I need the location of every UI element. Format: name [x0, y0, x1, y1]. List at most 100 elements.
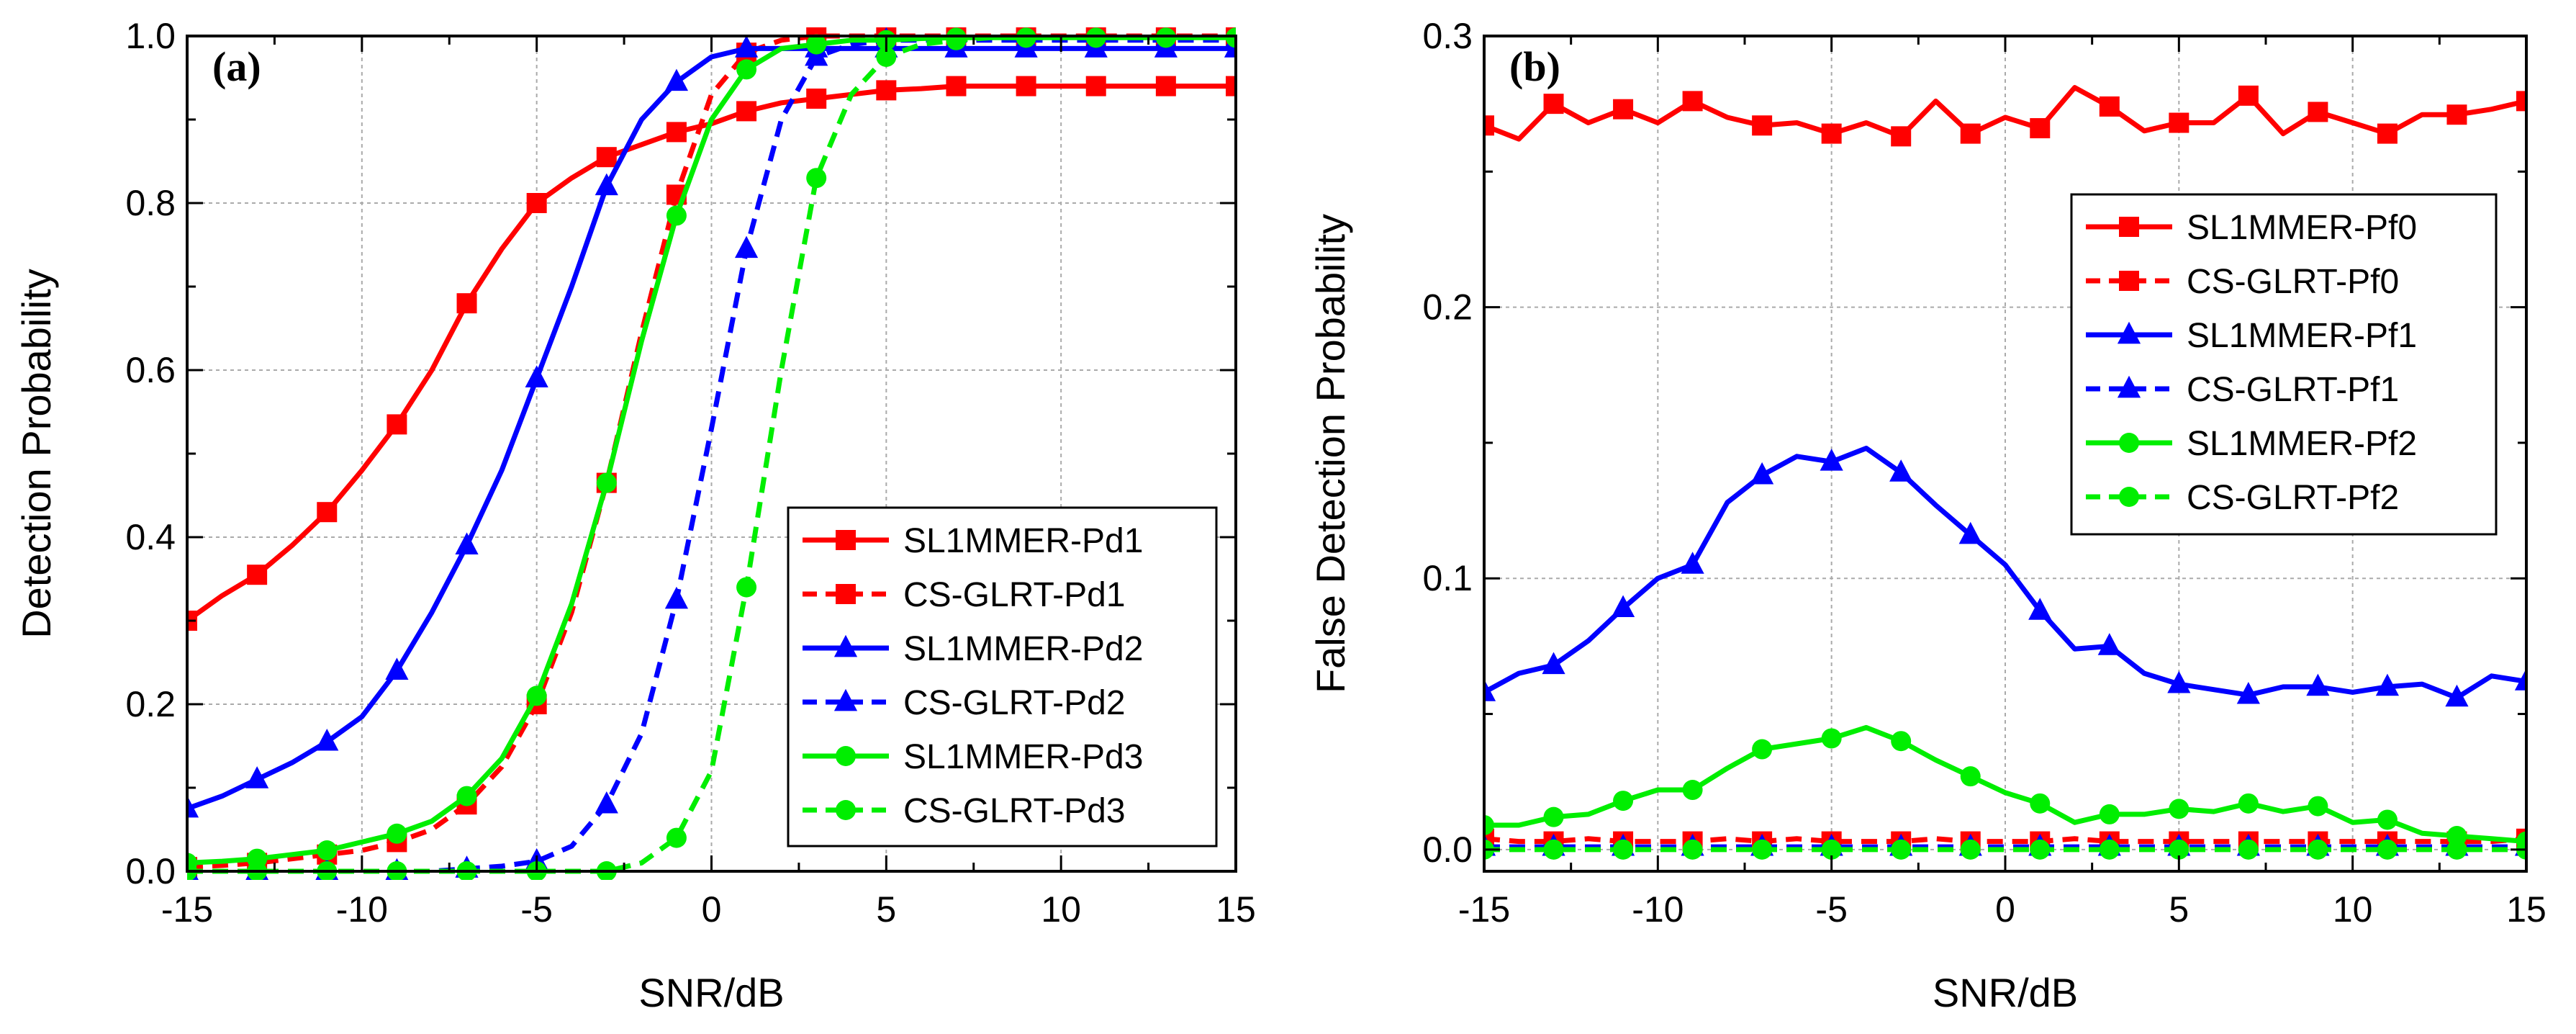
series-line-sl1mmer-pf0	[1484, 85, 2526, 142]
data-point-sl1mmer-pd1	[526, 193, 547, 213]
panel-tag: (a)	[212, 43, 261, 90]
y-tick-label: 0.4	[125, 517, 176, 557]
data-point-sl1mmer-pf2	[2099, 804, 2120, 824]
y-axis-label: False Detection Probability	[1308, 214, 1353, 693]
data-point-sl1mmer-pf0	[2446, 104, 2467, 125]
legend-label: CS-GLRT-Pf0	[2187, 263, 2399, 301]
data-point-sl1mmer-pf2	[2169, 799, 2189, 819]
data-point-cs-glrt-pd3	[806, 168, 827, 189]
legend-marker-sl1mmer-pf2	[2119, 433, 2139, 453]
data-point-sl1mmer-pd3	[666, 205, 687, 226]
data-point-sl1mmer-pf0	[1960, 123, 1981, 144]
data-point-sl1mmer-pf1	[2097, 633, 2121, 655]
data-point-sl1mmer-pd1	[1155, 76, 1176, 96]
data-point-sl1mmer-pf0	[2099, 96, 2120, 117]
data-point-cs-glrt-pf2	[2169, 839, 2189, 860]
panel-a-legend: SL1MMER-Pd1 CS-GLRT-Pd1 SL1MMER-Pd2 CS-GLRT…	[787, 506, 1218, 848]
data-point-sl1mmer-pf2	[2030, 793, 2051, 814]
data-point-sl1mmer-pf1	[1484, 679, 1496, 701]
series-sl1mmer-pf2	[1484, 724, 2526, 852]
data-point-cs-glrt-pf2	[2099, 839, 2120, 860]
legend-marker-cs-glrt-pf0	[2119, 271, 2139, 291]
x-axis-label: SNR/dB	[1933, 970, 2078, 1015]
data-point-sl1mmer-pf0	[2030, 118, 2051, 139]
data-point-sl1mmer-pd1	[247, 565, 268, 585]
data-point-cs-glrt-pd3	[1155, 27, 1176, 48]
legend-label: CS-GLRT-Pd2	[903, 684, 1126, 722]
data-point-sl1mmer-pf1	[2028, 598, 2052, 620]
x-tick-label: 0	[702, 889, 722, 930]
panel-tag: (b)	[1509, 43, 1560, 90]
legend-marker-sl1mmer-pd3	[836, 746, 856, 766]
data-point-sl1mmer-pf1	[1820, 449, 1843, 471]
data-point-sl1mmer-pf1	[1611, 595, 1635, 618]
data-point-sl1mmer-pf2	[2377, 809, 2398, 830]
data-point-sl1mmer-pf1	[1958, 521, 1982, 544]
data-point-sl1mmer-pf2	[1960, 766, 1981, 787]
data-point-cs-glrt-pf2	[2446, 839, 2467, 860]
data-point-sl1mmer-pf1	[1750, 462, 1774, 485]
data-point-sl1mmer-pd1	[806, 89, 827, 109]
panel-b-legend: SL1MMER-Pf0 CS-GLRT-Pf0 SL1MMER-Pf1 CS-GLRT…	[2070, 193, 2498, 536]
data-point-sl1mmer-pf1	[1889, 459, 1913, 482]
x-tick-label: -5	[1815, 889, 1847, 930]
y-tick-label: 0.1	[1422, 558, 1473, 598]
x-axis-label: SNR/dB	[638, 970, 784, 1015]
panel-a-detection-probability-chart: -15 -10 -5 0 5 10 15 0.0 0.2 0.4 0.6 0.8 1.0 SNR/dB De…	[14, 16, 1256, 1015]
data-point-sl1mmer-pf0	[1891, 126, 1912, 147]
data-point-sl1mmer-pf1	[2445, 684, 2469, 707]
legend-marker-cs-glrt-pd3	[836, 800, 856, 820]
data-point-sl1mmer-pd2	[525, 365, 548, 387]
legend-label: SL1MMER-Pd1	[903, 522, 1143, 560]
data-point-sl1mmer-pd1	[1016, 76, 1036, 96]
x-tick-label: 15	[1216, 889, 1256, 930]
data-point-sl1mmer-pf0	[2238, 85, 2259, 106]
data-point-cs-glrt-pd3	[1016, 27, 1036, 48]
y-tick-label: 0.6	[125, 350, 176, 390]
data-point-cs-glrt-pf2	[2308, 839, 2328, 860]
data-point-sl1mmer-pd2	[245, 766, 269, 788]
data-point-sl1mmer-pd3	[526, 685, 547, 706]
data-point-sl1mmer-pd1	[1226, 76, 1236, 96]
series-line-sl1mmer-pf1	[1484, 446, 2526, 701]
data-point-sl1mmer-pf2	[1752, 739, 1773, 760]
legend-label: SL1MMER-Pf2	[2187, 425, 2417, 463]
x-tick-label: -15	[161, 889, 213, 930]
series-line-sl1mmer-pf2	[1484, 724, 2526, 845]
data-point-sl1mmer-pf0	[1821, 123, 1842, 144]
data-point-sl1mmer-pf2	[1543, 806, 1564, 827]
series-sl1mmer-pf1	[1484, 446, 2526, 707]
y-tick-label: 0.8	[125, 183, 176, 223]
panel-b-false-detection-probability-chart: -15 -10 -5 0 5 10 15 0.0 0.1 0.2 0.3 SNR/dB False De…	[1308, 16, 2546, 1015]
data-point-cs-glrt-pd2	[734, 235, 759, 258]
data-point-sl1mmer-pf2	[1682, 780, 1703, 801]
data-point-sl1mmer-pf0	[2377, 123, 2398, 144]
series-line-cs-glrt-pf0	[1484, 836, 2526, 845]
data-point-cs-glrt-pf2	[1543, 839, 1564, 860]
data-point-cs-glrt-pd3	[946, 30, 967, 50]
data-point-sl1mmer-pd1	[666, 122, 687, 143]
panel-b-series	[1484, 85, 2526, 860]
data-point-sl1mmer-pd2	[187, 795, 199, 818]
legend-marker-sl1mmer-pd2	[833, 634, 858, 657]
data-point-sl1mmer-pd3	[806, 34, 827, 55]
data-point-sl1mmer-pf2	[1821, 728, 1842, 749]
panel-b-ticks	[1483, 35, 2528, 871]
data-point-sl1mmer-pf2	[1484, 814, 1494, 835]
data-point-cs-glrt-pd2	[805, 43, 828, 66]
data-point-cs-glrt-pd3	[1085, 27, 1106, 48]
panel-a-ticks	[186, 35, 1237, 873]
data-point-cs-glrt-pf2	[2238, 839, 2259, 860]
legend-marker-sl1mmer-pd1	[836, 530, 856, 550]
y-tick-label: 0.0	[125, 851, 176, 891]
legend-marker-sl1mmer-pf0	[2119, 217, 2139, 237]
data-point-cs-glrt-pf2	[2030, 839, 2051, 860]
legend-label: SL1MMER-Pf1	[2187, 317, 2417, 355]
x-tick-label: 5	[876, 889, 896, 930]
data-point-sl1mmer-pd1	[387, 414, 407, 435]
data-point-sl1mmer-pf0	[2308, 102, 2328, 122]
data-point-sl1mmer-pf0	[1752, 115, 1773, 136]
data-point-cs-glrt-pd3	[1226, 27, 1236, 48]
data-point-sl1mmer-pd1	[1085, 76, 1106, 96]
